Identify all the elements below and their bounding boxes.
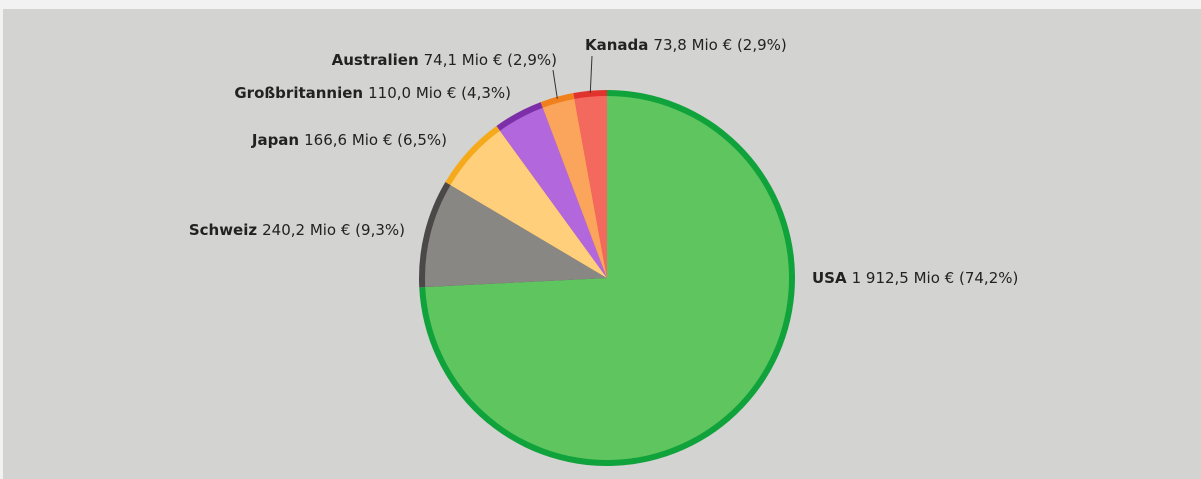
slice [425,96,790,460]
slice-label: USA 1 912,5 Mio € (74,2%) [812,269,1018,287]
slice [574,96,607,278]
category-name: Schweiz [189,221,258,239]
category-name: USA [812,269,847,287]
slice-label: Kanada 73,8 Mio € (2,9%) [585,36,787,54]
slice [450,130,607,278]
value-label: 166,6 Mio € (6,5%) [304,131,447,149]
slice-label: Japan 166,6 Mio € (6,5%) [251,131,447,149]
value-label: 240,2 Mio € (9,3%) [262,221,405,239]
category-name: Australien [332,51,419,69]
value-label: 110,0 Mio € (4,3%) [368,84,511,102]
slice [542,98,607,278]
slice-label: Schweiz 240,2 Mio € (9,3%) [189,221,405,239]
slice [499,107,607,278]
value-label: 74,1 Mio € (2,9%) [424,51,557,69]
category-name: Großbritannien [234,84,363,102]
category-name: Japan [251,131,299,149]
slices [419,90,795,466]
slice [425,185,607,288]
leader-line [589,55,593,93]
value-label: 73,8 Mio € (2,9%) [653,36,786,54]
labels: USA 1 912,5 Mio € (74,2%) Schweiz 240,2 Mio… [189,36,1019,287]
slice-label: Großbritannien 110,0 Mio € (4,3%) [234,84,511,102]
value-label: 1 912,5 Mio € (74,2%) [852,269,1019,287]
leader-line [552,69,558,99]
category-name: Kanada [585,36,648,54]
slice-label: Australien 74,1 Mio € (2,9%) [332,51,557,69]
